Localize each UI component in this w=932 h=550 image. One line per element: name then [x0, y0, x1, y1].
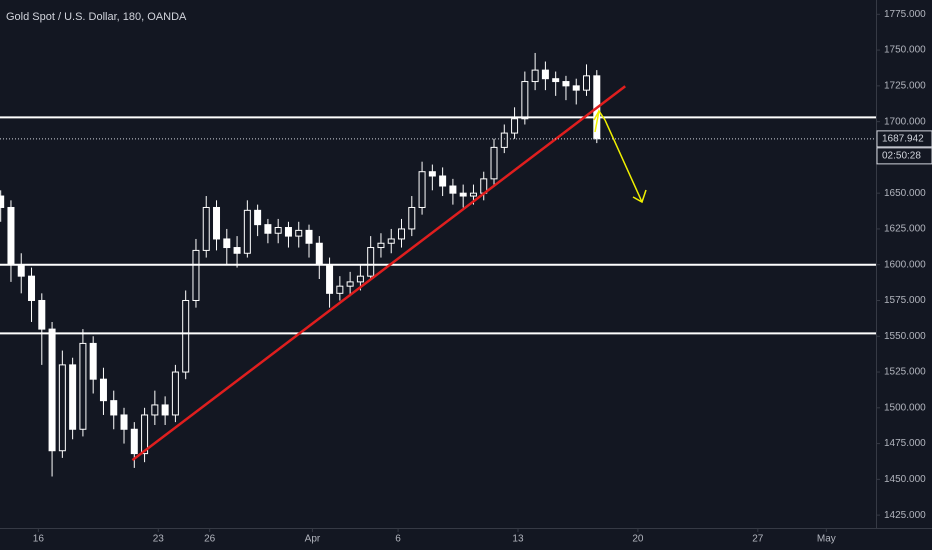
candle-body [295, 229, 303, 237]
y-tick-label: 1700.000 [884, 116, 926, 127]
y-tick-label: 1450.000 [884, 474, 926, 485]
candle-body [274, 227, 282, 234]
y-tick-label: 1625.000 [884, 224, 926, 235]
current-price-label: 1687.942 [882, 134, 924, 145]
candle-body [439, 175, 447, 187]
annotation-arrow-down [604, 119, 643, 203]
countdown-label: 02:50:28 [882, 151, 921, 162]
x-tick-label: Apr [305, 534, 321, 545]
candle-body [541, 69, 549, 80]
candle-body [58, 364, 66, 452]
candle-body [233, 247, 241, 254]
y-tick-label: 1775.000 [884, 9, 926, 20]
candle-body [408, 206, 416, 230]
x-tick-label: 16 [33, 534, 45, 545]
candle-body [264, 224, 272, 234]
candle-body [120, 414, 128, 430]
y-tick-label: 1650.000 [884, 188, 926, 199]
candle-body [500, 132, 508, 148]
x-tick-label: 26 [204, 534, 216, 545]
x-tick-label: 23 [153, 534, 165, 545]
candle-body [7, 206, 15, 266]
candle-body [572, 85, 580, 91]
candle-body [130, 428, 138, 455]
candle-body [151, 404, 159, 416]
candle-body [511, 118, 519, 134]
candle-body [99, 378, 107, 402]
candle-body [552, 78, 560, 83]
candle-body [202, 206, 210, 251]
x-tick-label: 27 [752, 534, 764, 545]
candle-body [243, 209, 251, 254]
candle-body [141, 414, 149, 455]
candle-body [377, 242, 385, 249]
y-tick-label: 1750.000 [884, 45, 926, 56]
candle-body [213, 206, 221, 240]
candle-body [459, 192, 467, 197]
candle-body [562, 81, 570, 87]
candle-body [315, 242, 323, 266]
candle-body [418, 171, 426, 208]
candle-body [28, 275, 36, 301]
candle-body [192, 249, 200, 301]
x-tick-label: May [817, 534, 836, 545]
candle-body [0, 195, 5, 208]
candle-body [521, 81, 529, 120]
current-price-box [876, 130, 932, 148]
y-tick-label: 1575.000 [884, 295, 926, 306]
candle-body [356, 275, 364, 283]
candle-body [89, 342, 97, 380]
y-tick-label: 1525.000 [884, 367, 926, 378]
candle-body [326, 264, 334, 294]
candle-body [38, 299, 46, 330]
x-tick-label: 13 [512, 534, 524, 545]
candle-body [583, 75, 591, 91]
candle-body [110, 400, 118, 416]
candle-body [449, 185, 457, 194]
plot-area [0, 52, 876, 477]
candle-body [428, 171, 436, 177]
candle-body [490, 146, 498, 180]
candle-body [161, 404, 169, 416]
candle-body [305, 229, 313, 244]
chart-title: Gold Spot / U.S. Dollar, 180, OANDA [6, 11, 187, 23]
y-tick-label: 1725.000 [884, 80, 926, 91]
candle-body [171, 371, 179, 416]
candle-body [48, 328, 56, 452]
annotation-arrow-up-head [593, 110, 600, 121]
candle-body [223, 238, 231, 249]
candle-body [398, 228, 406, 240]
candle-body [367, 247, 375, 277]
candle-body [336, 285, 344, 294]
y-tick-label: 1475.000 [884, 438, 926, 449]
candle-body [284, 227, 292, 237]
candle-body [469, 192, 477, 197]
candle-body [387, 238, 395, 244]
candle-body [79, 342, 87, 430]
candle-body [69, 364, 77, 430]
candle-body [531, 69, 539, 83]
countdown-box [876, 147, 932, 165]
x-tick-label: 6 [395, 534, 401, 545]
x-tick-label: 20 [632, 534, 644, 545]
candle-body [346, 281, 354, 287]
y-tick-label: 1425.000 [884, 510, 926, 521]
annotation-arrow-down-head [632, 189, 647, 204]
y-tick-label: 1600.000 [884, 259, 926, 270]
candle-body [254, 209, 262, 226]
y-tick-label: 1500.000 [884, 402, 926, 413]
trend-line [131, 85, 626, 462]
candle-body [182, 299, 190, 373]
y-tick-label: 1550.000 [884, 331, 926, 342]
candle-body [17, 264, 25, 277]
